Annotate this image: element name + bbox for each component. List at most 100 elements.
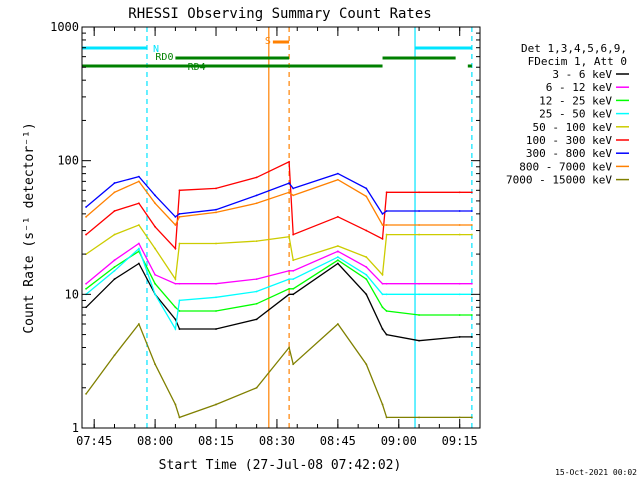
series-7-point-12 [381, 224, 384, 226]
series-5-point-7 [255, 176, 258, 179]
series-7-point-3 [154, 202, 157, 205]
x-tick-label: 08:15 [198, 434, 234, 448]
series-2-point-0 [85, 287, 87, 290]
legend-entry-label-3: 25 - 50 keV [539, 108, 612, 121]
y-tick-label: 1 [72, 421, 79, 435]
series-2-point-12 [381, 306, 384, 309]
y-tick-label: 1000 [50, 20, 79, 34]
series-3-point-3 [154, 293, 157, 296]
series-6-point-7 [255, 194, 258, 197]
series-8-point-10 [336, 323, 339, 325]
series-1-point-16 [470, 282, 473, 285]
series-3-point-2 [137, 247, 140, 250]
series-6-point-3 [154, 194, 157, 197]
legend-entry-label-1: 6 - 12 keV [546, 81, 613, 94]
series-4-point-9 [292, 259, 295, 262]
series-4-point-6 [215, 242, 217, 245]
series-5-point-9 [292, 233, 295, 236]
x-tick-label: 08:45 [320, 434, 356, 448]
series-6-point-13 [385, 210, 388, 212]
series-3-point-13 [385, 293, 388, 296]
series-0-point-7 [255, 318, 258, 321]
series-7-point-0 [85, 215, 87, 218]
series-8-point-0 [85, 392, 87, 395]
series-2-point-1 [113, 266, 116, 268]
series-8-point-4 [174, 403, 177, 406]
legend-header-line-2: FDecim 1, Att 0 [528, 55, 627, 68]
series-7-point-6 [215, 211, 217, 214]
series-6-point-14 [418, 210, 420, 212]
series-2-point-15 [458, 314, 461, 316]
series-7-point-10 [336, 178, 339, 181]
series-3-point-14 [418, 293, 420, 296]
series-7-point-14 [418, 224, 420, 226]
series-0-point-11 [365, 293, 368, 296]
x-tick-label: 08:00 [137, 434, 173, 448]
flag-label-rd4: RD4 [188, 62, 206, 73]
series-5-point-2 [137, 202, 140, 205]
series-1-point-9 [292, 269, 295, 272]
series-2-point-4 [174, 306, 177, 309]
series-2-point-8 [288, 287, 291, 290]
series-5-point-3 [154, 225, 157, 228]
x-tick-label: 07:45 [76, 434, 112, 448]
legend-entry-label-6: 300 - 800 keV [526, 147, 612, 160]
series-0-point-4 [174, 318, 177, 321]
legend-entry-label-0: 3 - 6 keV [552, 68, 612, 81]
series-0-point-2 [137, 262, 140, 265]
series-0-point-14 [418, 339, 420, 342]
series-6-point-6 [215, 208, 217, 211]
series-7-point-2 [137, 180, 140, 183]
series-5-point-11 [365, 229, 368, 232]
series-8-point-6 [215, 403, 217, 406]
series-1-point-14 [418, 282, 420, 285]
series-2-point-14 [418, 314, 420, 316]
series-8-point-7 [255, 386, 258, 389]
series-3-point-1 [113, 269, 116, 272]
series-1-point-1 [113, 259, 116, 262]
series-line-5 [85, 160, 472, 251]
series-3-point-11 [365, 273, 368, 276]
series-8-point-2 [137, 323, 140, 325]
series-1-point-15 [458, 282, 461, 285]
series-4-point-8 [288, 235, 291, 238]
series-6-point-5 [178, 212, 181, 215]
series-1-point-0 [85, 282, 87, 285]
series-8-point-11 [365, 363, 368, 366]
series-2-point-16 [470, 314, 473, 316]
series-2-point-7 [255, 302, 258, 305]
series-8-point-14 [418, 416, 420, 419]
series-1-point-3 [154, 273, 157, 276]
series-0-point-13 [385, 333, 388, 336]
series-3-point-7 [255, 290, 258, 293]
series-3-point-5 [178, 299, 181, 302]
y-tick-label: 10 [65, 287, 79, 301]
series-1-point-12 [381, 282, 384, 285]
series-8-point-13 [385, 416, 388, 419]
series-4-point-13 [385, 233, 388, 236]
series-4-point-11 [365, 256, 368, 258]
series-0-point-16 [470, 336, 473, 338]
series-7-point-1 [113, 191, 116, 194]
series-5-point-16 [470, 191, 473, 194]
series-3-point-6 [215, 296, 217, 299]
series-line-8 [85, 322, 472, 419]
series-1-point-13 [385, 282, 388, 285]
series-5-point-10 [336, 215, 339, 218]
legend-entry-label-8: 7000 - 15000 keV [506, 174, 612, 187]
series-0-point-10 [336, 262, 339, 265]
series-2-point-6 [215, 310, 217, 312]
series-7-point-16 [470, 224, 473, 226]
series-8-point-8 [288, 346, 291, 349]
series-7-point-7 [255, 202, 258, 205]
series-1-point-10 [336, 250, 339, 253]
series-7-point-5 [178, 215, 181, 218]
series-4-point-5 [178, 242, 181, 245]
series-3-point-10 [336, 256, 339, 258]
legend-entry-label-2: 12 - 25 keV [539, 94, 612, 107]
flag-label-rd0: RD0 [155, 52, 173, 63]
series-8-point-9 [292, 363, 295, 366]
series-1-point-7 [255, 278, 258, 281]
series-0-point-1 [113, 278, 116, 281]
series-5-point-13 [385, 191, 388, 194]
